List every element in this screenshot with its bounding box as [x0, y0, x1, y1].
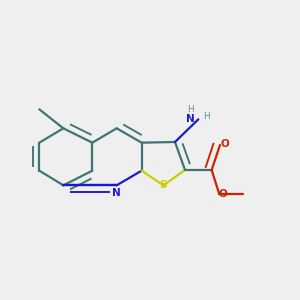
Text: H: H [203, 112, 210, 121]
Text: H: H [188, 105, 194, 114]
Text: N: N [187, 114, 195, 124]
Text: O: O [219, 189, 227, 199]
Text: S: S [160, 180, 167, 190]
Text: N: N [112, 188, 121, 198]
Text: O: O [220, 139, 229, 148]
